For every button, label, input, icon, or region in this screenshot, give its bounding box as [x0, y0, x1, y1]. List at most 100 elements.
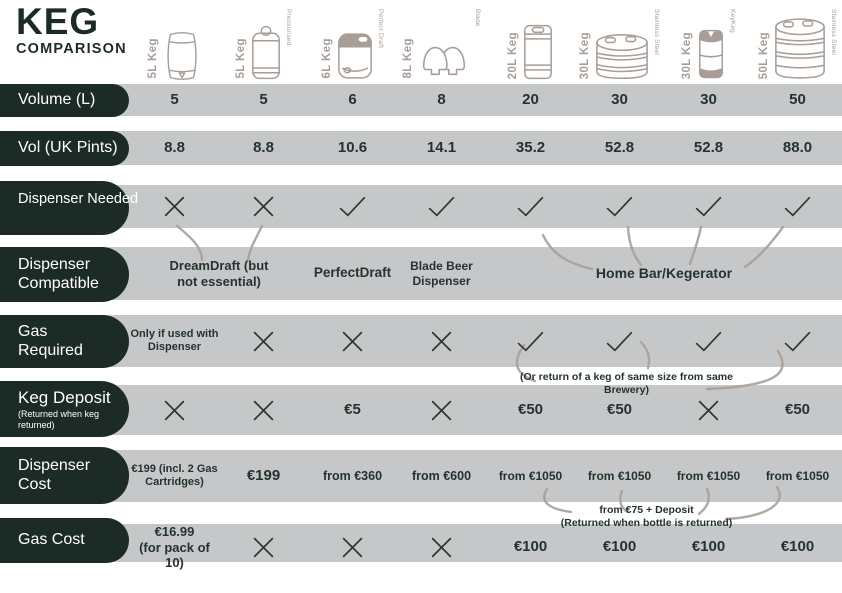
row-label-text: Keg Deposit	[18, 387, 111, 407]
cell-gas-required-c3	[340, 329, 365, 354]
row-label-keg-deposit: Keg Deposit (Returned when keg returned)	[0, 381, 129, 437]
cell-pints-c7: 52.8	[693, 139, 724, 156]
cell-pints-c6: 52.8	[604, 139, 635, 156]
row-label-text: Volume (L)	[18, 91, 96, 109]
row-label-text: Dispenser Cost	[18, 457, 91, 493]
column-header-8l-blade: 8L Keg Blade	[402, 4, 481, 82]
cell-pints-c5: 35.2	[515, 139, 546, 156]
perfectdraft-keg-icon	[336, 30, 374, 82]
cell-dispenser-needed-c6	[605, 195, 634, 218]
steel-keg-tall-icon	[773, 16, 827, 82]
row-band	[0, 524, 842, 562]
cell-keg-deposit-c3: €5	[344, 401, 361, 418]
row-label-volume: Volume (L)	[0, 84, 129, 117]
cell-compatible-blade: Blade Beer Dispenser	[410, 259, 473, 288]
cell-dispenser-needed-c7	[694, 195, 723, 218]
cell-keg-deposit-c5: €50	[517, 401, 544, 418]
cell-keg-deposit-c7	[696, 398, 721, 423]
cell-gas-required-c7	[694, 330, 723, 353]
cell-volume-c7: 30	[700, 91, 717, 108]
column-header-20l-keg: 20L Keg	[507, 4, 554, 82]
column-label: 20L Keg	[507, 31, 519, 79]
column-headers: 5L Keg 5L Keg Pressurised 6L Keg	[130, 2, 842, 82]
column-sublabel: KeyKeg	[729, 9, 736, 33]
title-main: KEG	[16, 1, 100, 42]
column-sublabel: Stainless Steel	[830, 9, 837, 55]
cell-volume-c5: 20	[522, 91, 539, 108]
cell-gas-required-c6	[605, 330, 634, 353]
row-band	[0, 315, 842, 367]
cell-dispenser-needed-c5	[516, 195, 545, 218]
row-label-dispenser-needed: Dispenser Needed	[0, 181, 138, 235]
row-pints: Vol (UK Pints) 8.8 8.8 10.6 14.1 35.2 52…	[0, 131, 842, 166]
title-sub: COMPARISON	[16, 41, 127, 58]
row-band	[0, 131, 842, 165]
row-label-gas-required: Gas Required	[0, 315, 129, 368]
cell-gas-cost-c1: €16.99 (for pack of 10)	[139, 524, 210, 571]
row-label-text: Gas Cost	[18, 531, 85, 549]
cell-volume-c2: 5	[259, 91, 268, 108]
cell-gas-cost-c4	[429, 535, 454, 560]
cell-dispenser-cost-c1: €199 (incl. 2 Gas Cartridges)	[131, 462, 218, 488]
cell-gas-required-c4	[429, 329, 454, 354]
cell-dispenser-needed-c2	[251, 194, 276, 219]
cell-volume-c3: 6	[348, 91, 357, 108]
cell-pints-c2: 8.8	[253, 139, 274, 156]
row-label-text: Vol (UK Pints)	[18, 139, 118, 157]
row-band	[0, 185, 842, 228]
row-label-subtext: (Returned when keg returned)	[18, 409, 100, 430]
cell-keg-deposit-c8: €50	[784, 401, 811, 418]
cell-gas-cost-c6: €100	[602, 538, 637, 556]
cell-dispenser-cost-c7: from €1050	[676, 468, 741, 483]
cell-gas-cost-c2	[251, 535, 276, 560]
cell-dispenser-needed-c4	[427, 195, 456, 218]
row-label-dispenser-cost: Dispenser Cost	[0, 447, 129, 504]
cell-gas-required-c2	[251, 329, 276, 354]
cell-dispenser-cost-c3: from €360	[322, 468, 383, 483]
column-sublabel: Pressurised	[285, 9, 292, 46]
mini-keg-icon	[250, 24, 282, 82]
column-label: 5L Keg	[147, 38, 159, 79]
column-label: 6L Keg	[321, 38, 333, 79]
cell-volume-c8: 50	[789, 91, 806, 108]
cell-pints-c4: 14.1	[426, 139, 457, 156]
row-volume: Volume (L) 5 5 6 8 20 30 30 50	[0, 84, 842, 117]
row-band	[0, 84, 842, 116]
row-label-gas-cost: Gas Cost	[0, 518, 129, 563]
cell-gas-required-c8	[783, 330, 812, 353]
column-header-6l-perfectdraft: 6L Keg Perfect Draft	[321, 4, 384, 82]
cell-pints-c3: 10.6	[337, 139, 368, 156]
row-gas-required: Gas Required Only if used with Dispenser	[0, 315, 842, 368]
row-band	[0, 385, 842, 435]
cell-volume-c1: 5	[170, 91, 179, 108]
cell-keg-deposit-c6: €50	[606, 401, 633, 418]
cell-compatible-perfectdraft: PerfectDraft	[313, 265, 392, 281]
cell-compatible-homebar: Home Bar/Kegerator	[595, 265, 733, 282]
column-label: 5L Keg	[235, 38, 247, 79]
barrel-keg-icon	[162, 30, 202, 82]
cell-dispenser-needed-c3	[338, 195, 367, 218]
steel-keg-icon	[594, 32, 650, 82]
row-dispenser-compatible: Dispenser Compatible DreamDraft (but not…	[0, 247, 842, 302]
column-sublabel: Perfect Draft	[377, 9, 384, 49]
slim-keg-icon	[522, 22, 554, 82]
cell-pints-c1: 8.8	[164, 139, 185, 156]
cell-dispenser-cost-c8: from €1050	[765, 468, 830, 483]
cell-dispenser-cost-c6: from €1050	[587, 468, 652, 483]
row-gas-cost: Gas Cost €16.99 (for pack of 10) €100 €1…	[0, 518, 842, 570]
keykeg-icon	[696, 26, 726, 82]
row-label-pints: Vol (UK Pints)	[0, 131, 129, 166]
cell-dispenser-needed-c8	[783, 195, 812, 218]
cell-dispenser-cost-c5: from €1050	[498, 468, 563, 483]
cell-gas-cost-c3	[340, 535, 365, 560]
cell-pints-c8: 88.0	[782, 139, 813, 156]
column-header-30l-steel: 30L Keg Stainless Steel	[579, 4, 660, 82]
cell-keg-deposit-c2	[251, 398, 276, 423]
cell-compatible-dreamdraft: DreamDraft (but not essential)	[169, 257, 269, 289]
column-header-30l-keykeg: 30L Keg KeyKeg	[681, 4, 736, 82]
row-label-text: Gas Required	[18, 323, 83, 359]
row-dispenser-cost: Dispenser Cost €199 (incl. 2 Gas Cartrid…	[0, 447, 842, 504]
column-label: 30L Keg	[579, 31, 591, 79]
cell-dispenser-cost-c4: from €600	[411, 468, 472, 483]
